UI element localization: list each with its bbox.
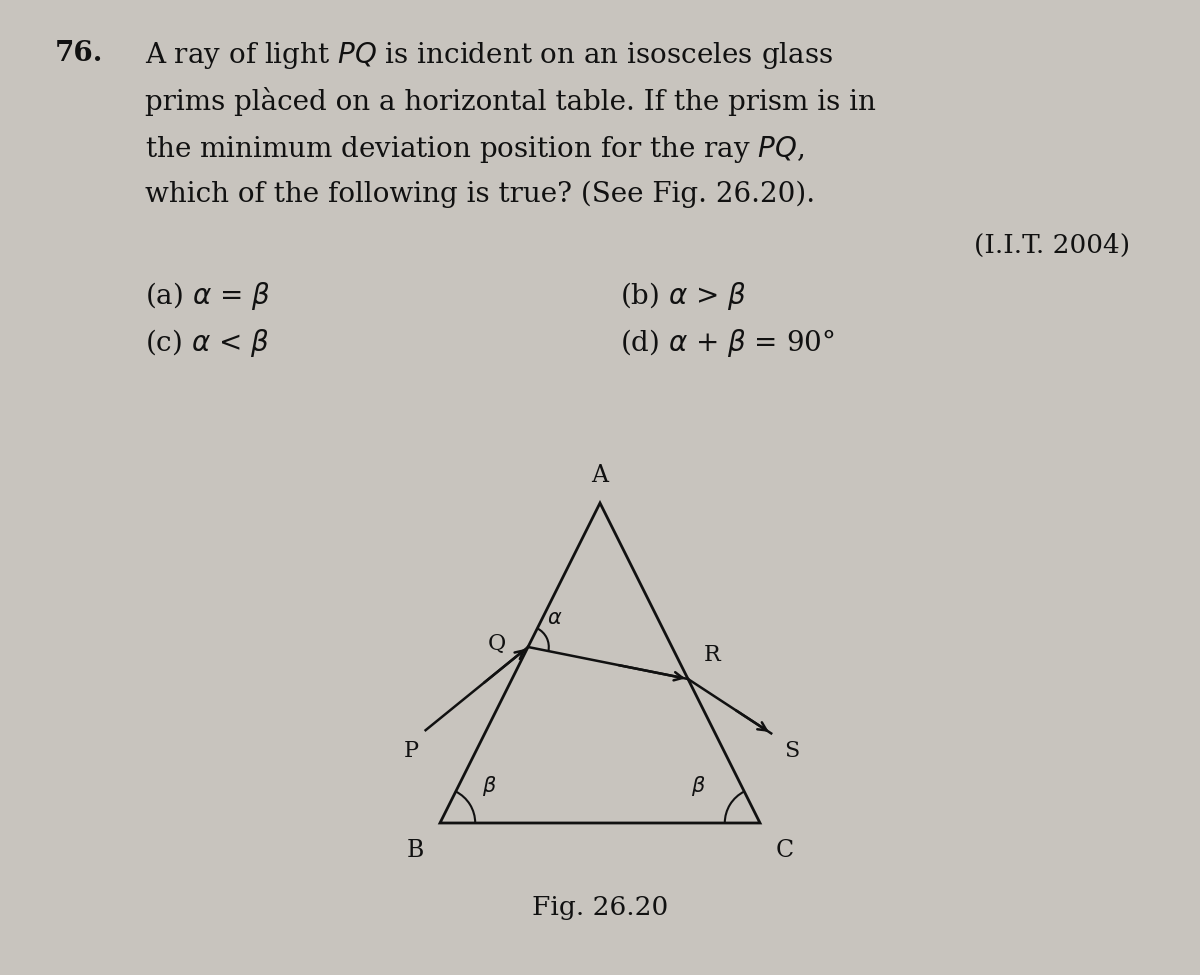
Text: (d) $\alpha$ + $\beta$ = 90°: (d) $\alpha$ + $\beta$ = 90° <box>620 327 834 359</box>
Text: C: C <box>776 839 794 862</box>
Text: $\beta$: $\beta$ <box>691 774 706 798</box>
Text: (I.I.T. 2004): (I.I.T. 2004) <box>974 233 1130 258</box>
Text: which of the following is true? (See Fig. 26.20).: which of the following is true? (See Fig… <box>145 181 815 209</box>
Text: (c) $\alpha$ < $\beta$: (c) $\alpha$ < $\beta$ <box>145 327 269 359</box>
Text: the minimum deviation position for the ray $PQ$,: the minimum deviation position for the r… <box>145 134 804 165</box>
Text: (a) $\alpha$ = $\beta$: (a) $\alpha$ = $\beta$ <box>145 280 270 312</box>
Text: Fig. 26.20: Fig. 26.20 <box>532 895 668 920</box>
Text: P: P <box>404 740 419 761</box>
Text: prims plàced on a horizontal table. If the prism is in: prims plàced on a horizontal table. If t… <box>145 87 876 116</box>
Text: (b) $\alpha$ > $\beta$: (b) $\alpha$ > $\beta$ <box>620 280 746 312</box>
Text: S: S <box>784 740 799 761</box>
Text: R: R <box>704 644 721 666</box>
Text: A ray of light $PQ$ is incident on an isosceles glass: A ray of light $PQ$ is incident on an is… <box>145 40 833 71</box>
Text: B: B <box>407 839 424 862</box>
Text: 76.: 76. <box>55 40 103 67</box>
Text: $\beta$: $\beta$ <box>481 774 497 798</box>
Text: A: A <box>592 464 608 487</box>
Text: Q: Q <box>487 633 505 655</box>
Text: $\alpha$: $\alpha$ <box>547 607 563 628</box>
